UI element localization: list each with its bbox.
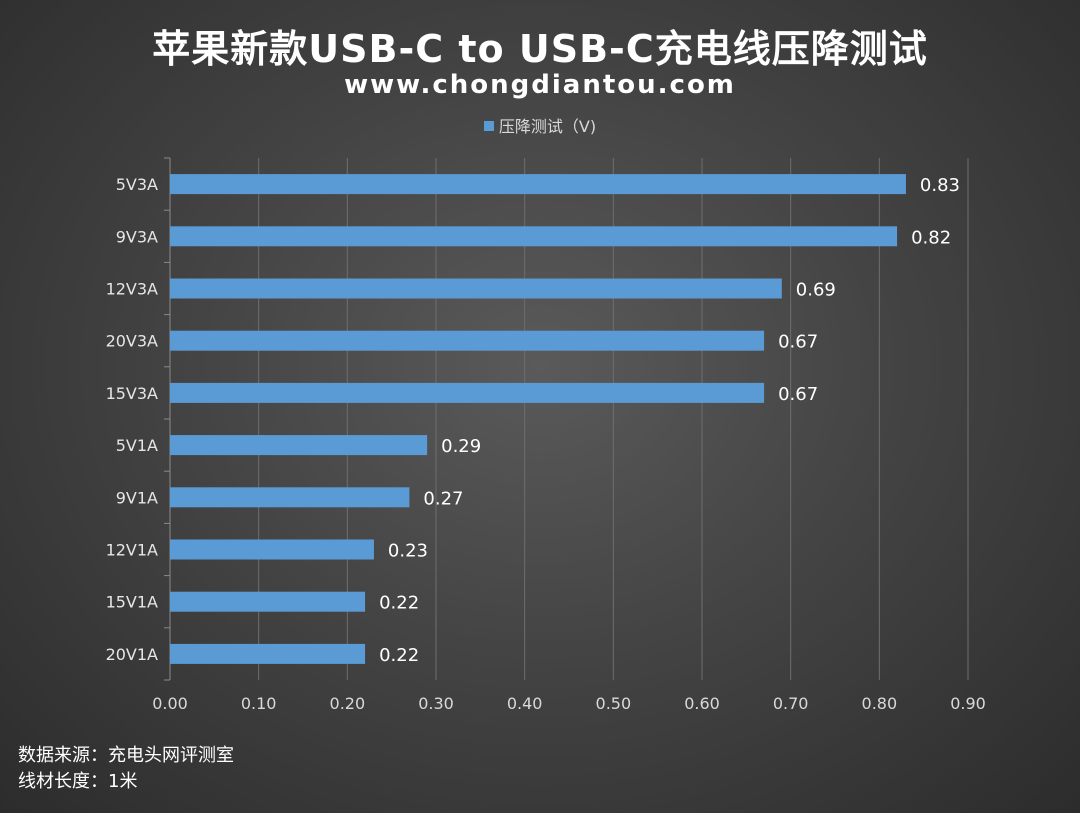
y-category-label: 9V3A xyxy=(116,227,158,246)
bar-value-label: 0.22 xyxy=(379,593,419,614)
y-category-label: 15V3A xyxy=(106,384,158,403)
bar-value-label: 0.67 xyxy=(778,384,818,405)
x-tick-label: 0.70 xyxy=(773,694,809,713)
bar xyxy=(170,643,366,664)
chart-title: 苹果新款USB-C to USB-C充电线压降测试 xyxy=(152,27,928,71)
x-tick-label: 0.30 xyxy=(418,694,454,713)
y-category-label: 5V1A xyxy=(116,436,158,455)
bar-value-label: 0.82 xyxy=(911,227,951,248)
chart-legend: 压降测试（V) xyxy=(0,113,1080,137)
bar xyxy=(170,435,428,456)
legend-swatch xyxy=(483,121,494,131)
y-category-label: 20V3A xyxy=(106,332,158,351)
y-category-label: 12V1A xyxy=(106,541,158,560)
bar-value-label: 0.23 xyxy=(388,541,428,562)
x-tick-label: 0.40 xyxy=(507,694,543,713)
bar xyxy=(170,174,906,195)
bar xyxy=(170,226,898,247)
bar xyxy=(170,278,782,299)
bar-value-label: 0.83 xyxy=(920,175,960,196)
bar-value-label: 0.67 xyxy=(778,332,818,353)
data-source-note: 数据来源：充电头网评测室 xyxy=(18,745,234,766)
legend-label: 压降测试（V) xyxy=(498,117,597,136)
y-category-label: 5V3A xyxy=(116,175,158,194)
y-category-label: 20V1A xyxy=(106,645,158,664)
y-category-label: 12V3A xyxy=(106,280,158,299)
x-tick-label: 0.20 xyxy=(330,694,366,713)
chart-subtitle: www.chongdiantou.com xyxy=(344,70,736,100)
cable-length-note: 线材长度：1米 xyxy=(18,771,138,792)
bar xyxy=(170,330,765,351)
bar-value-label: 0.29 xyxy=(441,436,481,457)
bar-value-label: 0.69 xyxy=(796,280,836,301)
y-category-label: 9V1A xyxy=(116,488,158,507)
y-category-label: 15V1A xyxy=(106,593,158,612)
bar xyxy=(170,539,374,560)
bar xyxy=(170,382,765,403)
bar xyxy=(170,591,366,612)
x-tick-label: 0.60 xyxy=(684,694,720,713)
x-tick-label: 0.50 xyxy=(596,694,632,713)
bar xyxy=(170,487,410,508)
x-tick-label: 0.00 xyxy=(152,694,188,713)
bar-value-label: 0.22 xyxy=(379,645,419,666)
x-tick-label: 0.80 xyxy=(862,694,898,713)
bar-value-label: 0.27 xyxy=(423,488,463,509)
x-tick-label: 0.90 xyxy=(950,694,986,713)
x-tick-label: 0.10 xyxy=(241,694,277,713)
